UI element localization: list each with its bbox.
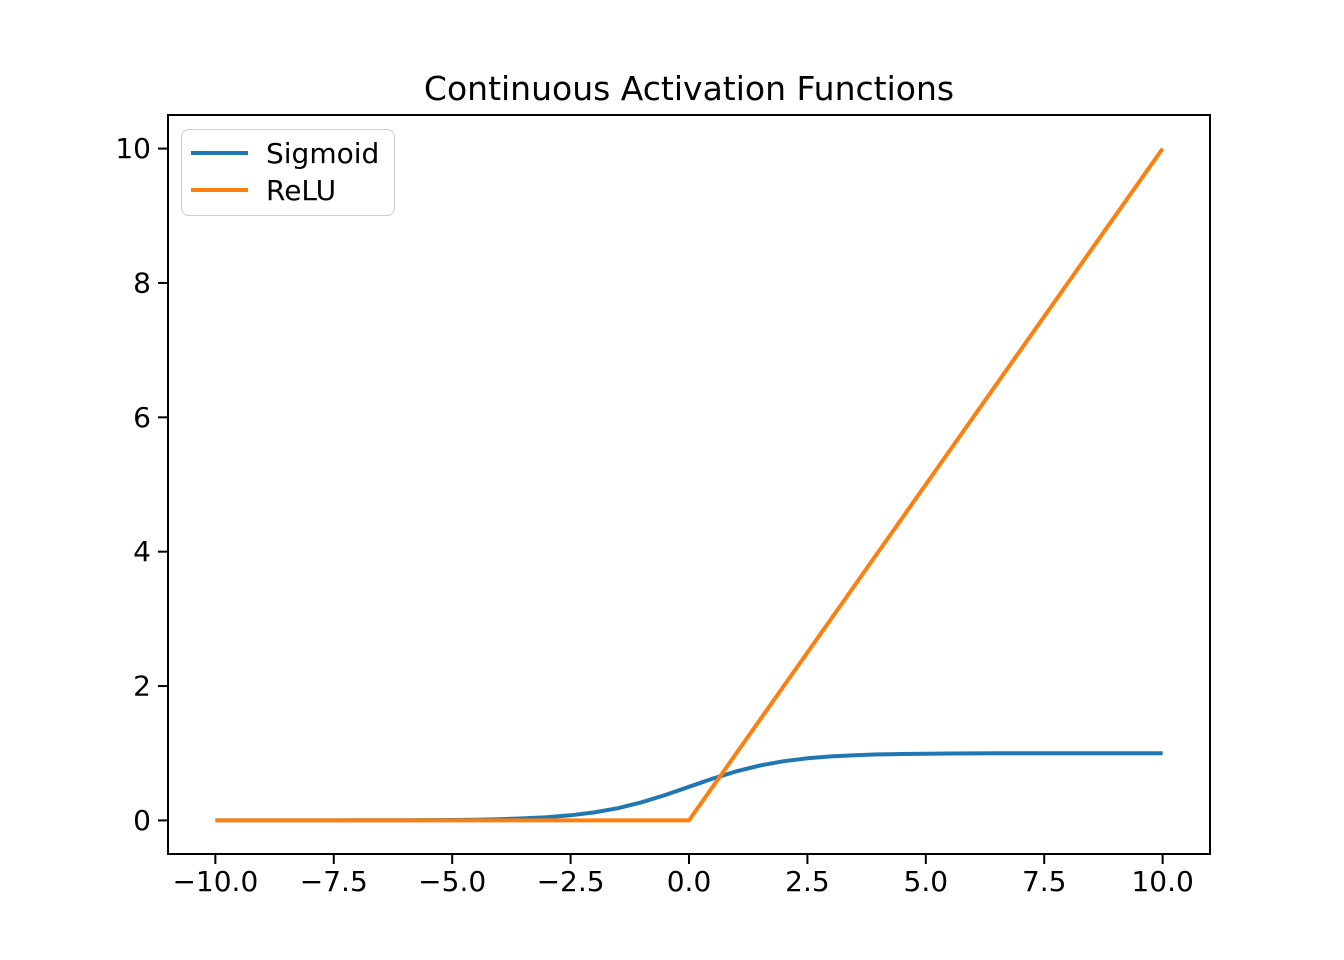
x-tick-label: 7.5	[1022, 865, 1067, 898]
series-line-relu	[215, 147, 1165, 823]
y-tick-label: 4	[133, 535, 151, 568]
x-tick-label: 2.5	[785, 865, 830, 898]
y-tick-label: 2	[133, 670, 151, 703]
y-tick-label: 8	[133, 266, 151, 299]
chart-title: Continuous Activation Functions	[423, 69, 955, 108]
y-tick-label: 10	[115, 132, 151, 165]
legend-item-relu: ReLU	[191, 173, 379, 207]
x-tick-label: −2.5	[537, 865, 605, 898]
series-line-sigmoid	[215, 751, 1163, 823]
x-tick-label: −10.0	[172, 865, 258, 898]
plot-box-spines	[167, 114, 1211, 855]
x-tick-label: −7.5	[300, 865, 368, 898]
x-tick-label: −5.0	[418, 865, 486, 898]
y-tick-label: 6	[133, 401, 151, 434]
x-tick-label: 0.0	[667, 865, 712, 898]
x-tick-label: 5.0	[904, 865, 949, 898]
legend-label-sigmoid: Sigmoid	[266, 136, 380, 170]
legend-item-sigmoid: Sigmoid	[191, 136, 380, 170]
sigmoid-line-swatch	[191, 151, 248, 155]
y-tick-label: 0	[133, 804, 151, 837]
relu-line-swatch	[191, 188, 248, 192]
x-tick-label: 10.0	[1131, 865, 1193, 898]
legend-label-relu: ReLU	[266, 173, 337, 207]
legend: Sigmoid ReLU	[181, 129, 396, 216]
